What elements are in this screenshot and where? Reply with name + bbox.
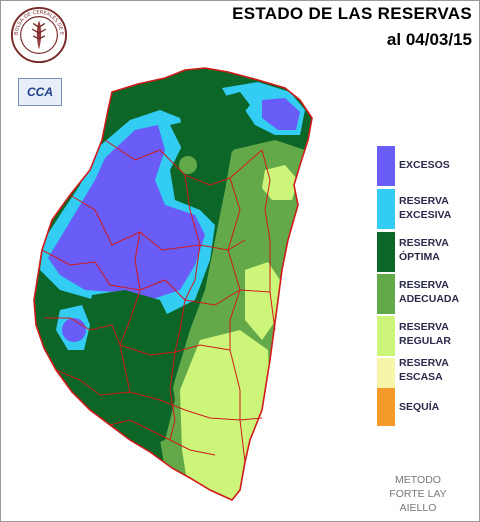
- legend-swatch-excesos: [377, 146, 395, 186]
- legend-label-regular: RESERVA REGULAR: [399, 321, 451, 347]
- cca-logo: CCA: [18, 78, 62, 106]
- title-date: al 04/03/15: [386, 30, 472, 49]
- legend-label-excesos: EXCESOS: [399, 159, 450, 171]
- legend-label-adecuada: RESERVA ADECUADA: [399, 279, 460, 305]
- legend-label-optima: RESERVA ÓPTIMA: [399, 237, 449, 263]
- legend-swatch-excesiva: [377, 189, 395, 229]
- method-line-1: METODO: [395, 474, 441, 486]
- province-outline: [33, 67, 313, 501]
- legend-label-sequia: SEQUÍA: [399, 401, 440, 413]
- title-line-1: ESTADO DE LAS RESERVAS: [232, 4, 472, 23]
- method-line-3: AIELLO: [399, 502, 437, 514]
- legend-label-excesiva: RESERVA EXCESIVA: [399, 195, 452, 221]
- legend-label-escasa: RESERVA ESCASA: [399, 357, 449, 383]
- legend-swatch-regular: [377, 316, 395, 356]
- method-note: METODO FORTE LAY AIELLO: [380, 473, 456, 515]
- map-title: ESTADO DE LAS RESERVAS al 04/03/15: [232, 4, 472, 50]
- bolsa-cereales-seal-logo: BOLSA DE CEREALES DE ENTRE RIOS: [10, 6, 68, 64]
- method-line-2: FORTE LAY: [389, 488, 447, 500]
- department-borders: [41, 139, 276, 463]
- legend-swatch-adecuada: [377, 274, 395, 314]
- legend-swatch-sequia: [377, 388, 395, 426]
- legend-swatch-optima: [377, 232, 395, 272]
